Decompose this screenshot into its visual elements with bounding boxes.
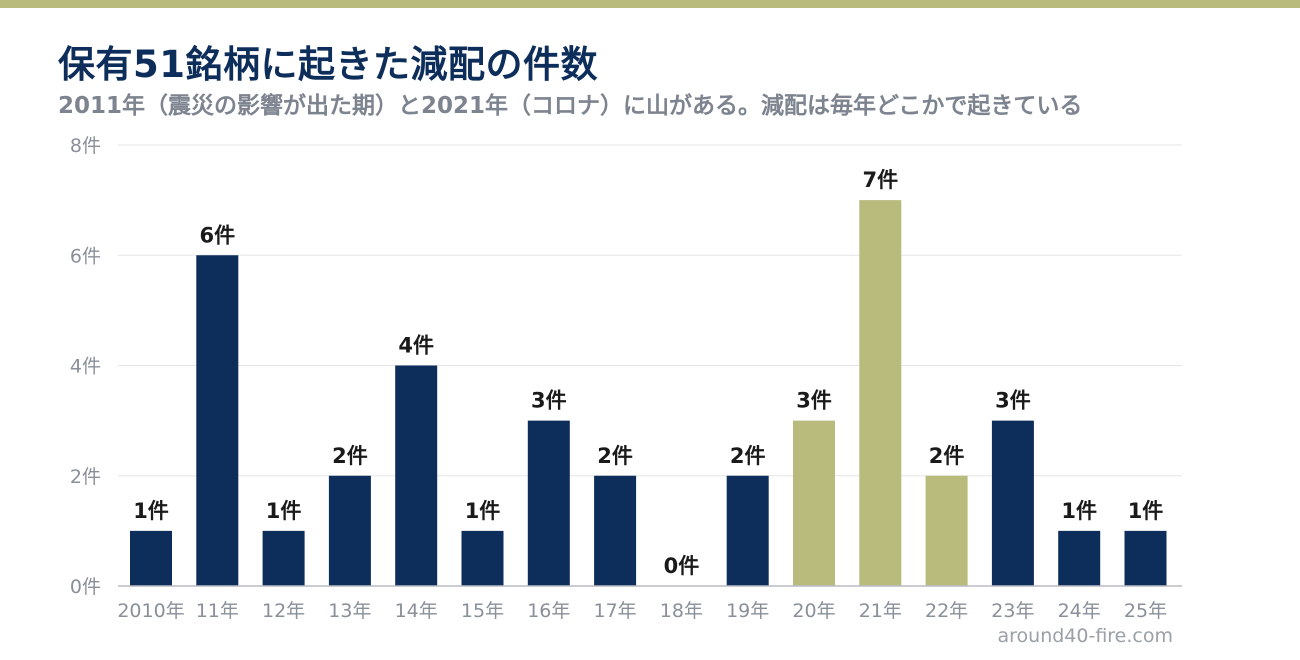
site-credit: around40-fire.com <box>997 625 1173 647</box>
data-label: 2件 <box>332 444 368 468</box>
y-tick-label: 2件 <box>70 466 101 488</box>
x-tick-label: 22年 <box>925 600 968 622</box>
bar <box>793 420 835 586</box>
bar <box>395 365 438 586</box>
x-tick-label: 13年 <box>328 600 371 622</box>
bar <box>262 530 305 586</box>
data-label: 3件 <box>995 389 1031 413</box>
x-tick-label: 25年 <box>1124 600 1167 622</box>
bar <box>991 420 1034 586</box>
bar <box>527 420 570 586</box>
chart-subtitle: 2011年（震災の影響が出た期）と2021年（コロナ）に山がある。減配は毎年どこ… <box>58 93 1083 119</box>
bar <box>461 530 504 586</box>
data-label: 3件 <box>531 389 567 413</box>
x-tick-label: 18年 <box>660 600 703 622</box>
data-label: 2件 <box>597 444 633 468</box>
data-label: 4件 <box>398 334 434 358</box>
bar <box>328 475 371 586</box>
data-label: 2件 <box>730 444 766 468</box>
data-label: 7件 <box>862 168 898 192</box>
y-tick-label: 8件 <box>70 135 101 157</box>
bar <box>726 475 769 586</box>
x-tick-label: 19年 <box>726 600 769 622</box>
x-tick-label: 20年 <box>792 600 835 622</box>
y-tick-label: 0件 <box>70 576 101 598</box>
bar <box>594 475 637 586</box>
bar <box>196 255 239 586</box>
data-label: 1件 <box>266 499 302 523</box>
data-label: 6件 <box>199 223 235 247</box>
x-tick-label: 2010年 <box>117 600 184 622</box>
bar <box>859 200 902 586</box>
data-label: 1件 <box>465 499 501 523</box>
top-accent-bar <box>0 0 1300 8</box>
data-label: 1件 <box>1061 499 1097 523</box>
bar <box>130 530 172 586</box>
x-tick-label: 16年 <box>527 600 570 622</box>
data-label: 1件 <box>133 499 169 523</box>
x-tick-label: 11年 <box>196 600 239 622</box>
bar <box>925 475 968 586</box>
x-tick-label: 21年 <box>859 600 902 622</box>
data-label: 3件 <box>796 389 832 413</box>
y-tick-label: 4件 <box>70 356 101 378</box>
x-tick-label: 15年 <box>461 600 504 622</box>
chart-title: 保有51銘柄に起きた減配の件数 <box>58 43 598 86</box>
x-tick-label: 23年 <box>991 600 1034 622</box>
bar <box>1124 530 1167 586</box>
y-tick-label: 6件 <box>70 245 101 267</box>
x-tick-label: 17年 <box>594 600 637 622</box>
data-label: 1件 <box>1128 499 1164 523</box>
x-tick-label: 12年 <box>262 600 305 622</box>
x-tick-label: 14年 <box>395 600 438 622</box>
x-tick-label: 24年 <box>1058 600 1101 622</box>
data-label: 0件 <box>664 554 700 578</box>
bar <box>1058 530 1101 586</box>
data-label: 2件 <box>929 444 965 468</box>
